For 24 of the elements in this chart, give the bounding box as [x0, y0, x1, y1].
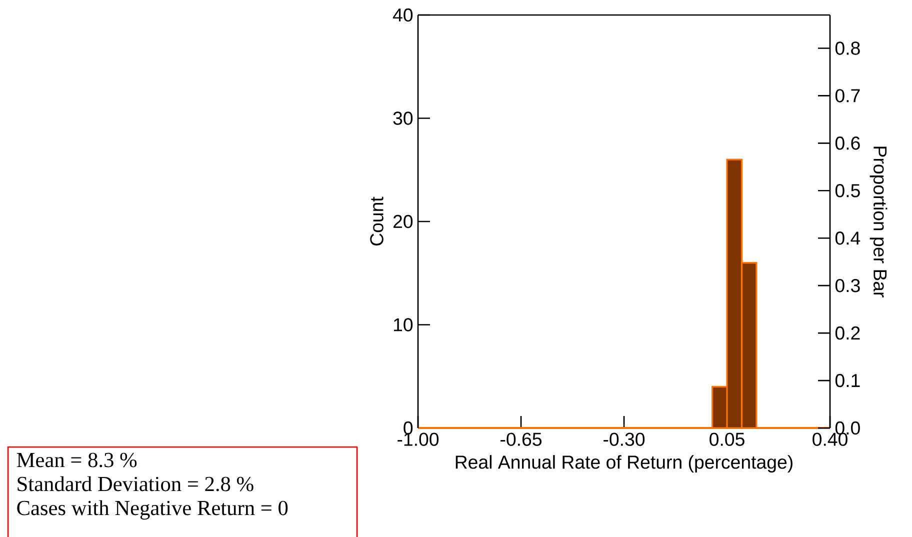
y2-tick-label: 0.3	[835, 278, 860, 292]
x-tick-label: 0.05	[710, 432, 744, 446]
y2-tick-label: 0.6	[835, 136, 860, 150]
y2-tick-label: 0.7	[835, 89, 860, 102]
y2-tick-label: 0.2	[835, 326, 860, 340]
x-tick-label: -0.30	[604, 432, 645, 446]
x-tick-label: -0.65	[500, 432, 542, 446]
y2-tick-label: 0.8	[835, 42, 860, 55]
x-tick-label: 0.40	[812, 432, 848, 446]
x-tick-label: -1.00	[398, 432, 439, 446]
text: Standard Deviation = 2.8 %	[18, 476, 254, 492]
y2-tick-label: 0.0	[835, 421, 860, 435]
y-tick-label: 10	[394, 318, 413, 332]
y-tick-label: 20	[393, 214, 413, 228]
y-tick-label: 30	[393, 112, 413, 125]
y2-tick-label: 0.4	[835, 231, 860, 245]
y-tick-label: 40	[392, 8, 413, 22]
x-axis-title: Real Annual Rate of Return (percentage)	[456, 455, 792, 472]
y2-axis-title: Proportion per Bar	[870, 146, 888, 298]
y2-tick-label: 0.1	[835, 374, 860, 388]
y-axis-title: Count	[370, 196, 384, 246]
text: Cases with Negative Return = 0	[17, 500, 288, 520]
y2-tick-label: 0.5	[835, 184, 860, 198]
text: Mean = 8.3 %	[16, 452, 137, 468]
